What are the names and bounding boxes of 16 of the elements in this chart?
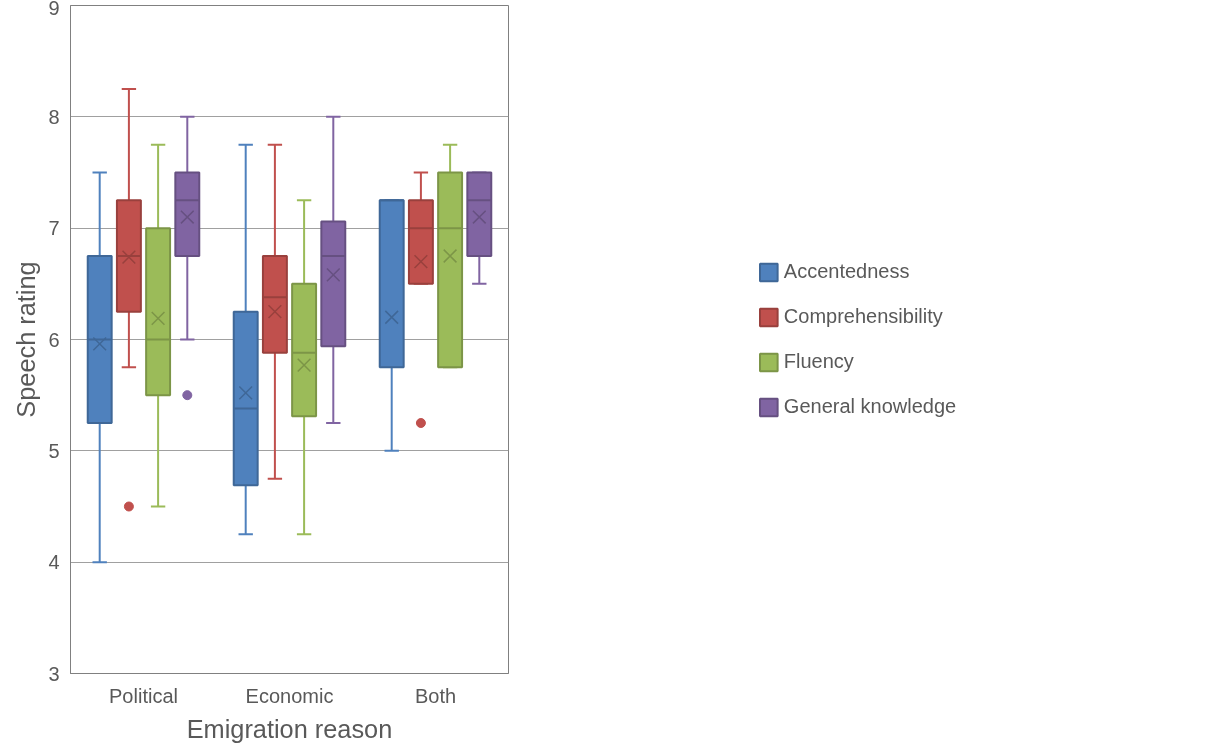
legend-label: Accentedness <box>783 260 910 283</box>
legend-label: Fluency <box>783 350 854 373</box>
legend-label: General knowledge <box>783 395 957 418</box>
y-tick-label: 3 <box>48 662 60 685</box>
y-tick-label: 9 <box>48 0 60 19</box>
y-tick-label: 5 <box>48 439 60 462</box>
y-tick-label: 8 <box>48 105 60 128</box>
x-tick-label: Political <box>109 684 178 707</box>
legend-label: Comprehensibility <box>783 305 943 328</box>
y-axis-title: Speech rating <box>12 261 41 418</box>
x-tick-label: Both <box>414 684 457 707</box>
y-tick-label: 7 <box>48 217 60 240</box>
y-tick-label: 4 <box>48 551 60 574</box>
x-tick-label: Economic <box>245 684 334 707</box>
x-axis-title: Emigration reason <box>186 714 393 743</box>
y-tick-label: 6 <box>48 328 60 351</box>
